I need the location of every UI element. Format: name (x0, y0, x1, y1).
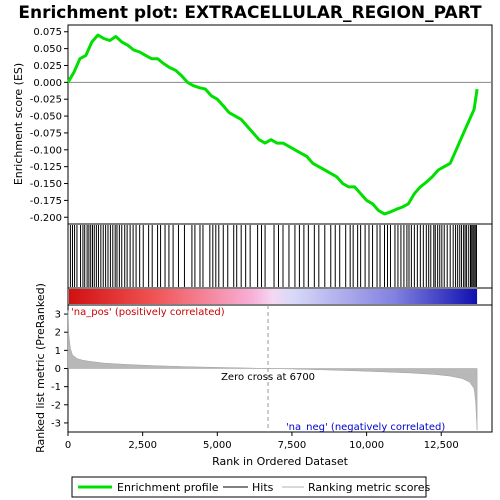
es-y-tick-label: -0.150 (30, 179, 62, 190)
ranked-y-tick-label: -1 (51, 382, 61, 393)
es-y-tick-label: -0.025 (30, 95, 62, 106)
x-tick-label: 0 (65, 440, 71, 451)
chart-title: Enrichment plot: EXTRACELLULAR_REGION_PA… (18, 3, 482, 23)
x-tick-label: 10,000 (349, 440, 384, 451)
ranked-y-tick-label: 0 (55, 364, 61, 375)
ranked-y-tick-label: -2 (51, 400, 61, 411)
es-y-tick-label: -0.075 (30, 128, 62, 139)
ranked-y-tick-label: 1 (55, 346, 61, 357)
legend-ranking-label: Ranking metric scores (308, 481, 430, 494)
es-y-tick-label: -0.200 (30, 213, 62, 224)
x-axis: 0 2,500 5,000 7,500 10,000 12,500 (65, 432, 459, 451)
x-axis-label: Rank in Ordered Dataset (212, 455, 349, 468)
es-y-tick-label: -0.100 (30, 145, 62, 156)
es-y-axis: 0.075 0.050 0.025 0.000 -0.025 -0.050 -0.075 -0… (30, 27, 68, 224)
es-y-tick-label: 0.075 (33, 27, 62, 38)
legend-enrichment-label: Enrichment profile (117, 481, 219, 494)
x-tick-label: 5,000 (203, 440, 232, 451)
legend: Enrichment profile Hits Ranking metric s… (71, 476, 430, 498)
es-y-tick-label: -0.125 (30, 162, 62, 173)
legend-frame (71, 476, 427, 498)
x-tick-label: 2,500 (128, 440, 157, 451)
rank-color-bar (69, 289, 478, 304)
ranked-y-axis: 3 2 1 0 -1 -2 -3 (51, 310, 68, 429)
hits-panel-frame (67, 223, 493, 289)
es-y-tick-label: 0.050 (33, 44, 62, 55)
zero-cross-label: Zero cross at 6700 (221, 372, 315, 383)
es-y-label: Enrichment score (ES) (12, 63, 25, 185)
es-profile-line (66, 33, 479, 216)
ranked-y-tick-label: -3 (51, 418, 61, 429)
es-y-tick-label: -0.050 (30, 112, 62, 123)
positive-correlation-label: 'na_pos' (positively correlated) (71, 307, 225, 318)
ranked-y-tick-label: 2 (55, 328, 61, 339)
negative-correlation-label: 'na_neg' (negatively correlated) (286, 422, 445, 433)
x-tick-label: 12,500 (424, 440, 459, 451)
legend-hits-label: Hits (252, 481, 274, 494)
es-y-tick-label: 0.025 (33, 61, 62, 72)
hit-markers (69, 225, 477, 287)
ranked-y-label: Ranked list metric (PreRanked) (34, 283, 47, 453)
x-tick-label: 7,500 (278, 440, 307, 451)
es-y-tick-label: -0.175 (30, 196, 62, 207)
ranked-y-tick-label: 3 (55, 310, 61, 321)
es-panel-frame (67, 24, 493, 225)
es-y-tick-label: 0.000 (33, 78, 62, 89)
